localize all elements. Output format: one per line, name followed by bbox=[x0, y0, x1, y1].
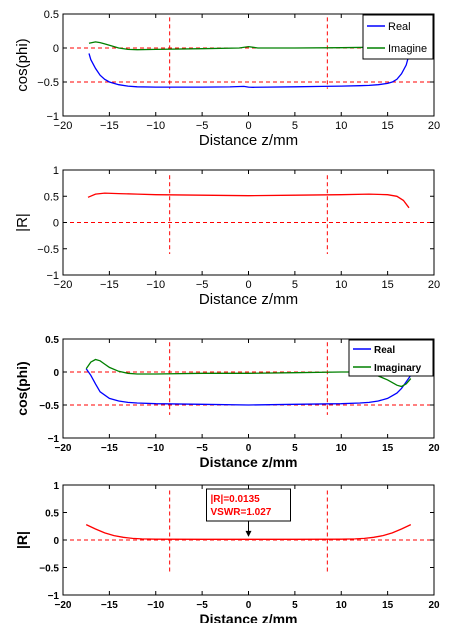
x-tick-label: 5 bbox=[292, 600, 298, 611]
series-line-imagine bbox=[88, 41, 407, 51]
series-line-imaginary bbox=[85, 358, 412, 388]
y-tick-label: 0.5 bbox=[45, 335, 59, 346]
y-tick-label: 0.5 bbox=[44, 9, 59, 21]
legend-label: Real bbox=[388, 21, 411, 33]
y-tick-label: 0.5 bbox=[45, 509, 59, 520]
x-tick-label: −10 bbox=[147, 600, 164, 611]
x-tick-label: 0 bbox=[245, 279, 251, 291]
chart-panel-3: −20 −15 −10 −5 0 5 10 15 20 −1 −0.5 0 0.5 Distance z/… bbox=[14, 335, 440, 470]
x-tick-label: −15 bbox=[101, 443, 118, 454]
series-line-real bbox=[85, 368, 412, 406]
legend-label: Imagine bbox=[388, 43, 427, 55]
y-tick-label: −1 bbox=[46, 111, 59, 123]
x-tick-label: −20 bbox=[54, 279, 73, 291]
y-tick-label: −1 bbox=[46, 270, 59, 282]
x-tick-label: −5 bbox=[196, 279, 209, 291]
x-tick-label: 15 bbox=[382, 600, 394, 611]
x-tick-label: −20 bbox=[55, 443, 72, 454]
x-tick-label: 0 bbox=[246, 600, 252, 611]
annotation-text: |R|=0.0135 bbox=[211, 494, 261, 505]
y-axis-label: |R| bbox=[14, 213, 31, 232]
x-axis-label: Distance z/mm bbox=[199, 454, 297, 470]
legend-box bbox=[362, 14, 434, 60]
legend-label: Imaginary bbox=[374, 363, 422, 374]
legend: Real Imaginary bbox=[348, 339, 434, 377]
series-line-r bbox=[87, 192, 410, 209]
x-tick-label: −15 bbox=[101, 600, 118, 611]
x-tick-label: 5 bbox=[292, 120, 298, 132]
y-tick-label: 0 bbox=[53, 536, 59, 547]
legend-label: Real bbox=[374, 345, 395, 356]
x-tick-label: 15 bbox=[382, 443, 394, 454]
y-axis-label: |R| bbox=[14, 531, 30, 549]
y-tick-label: −1 bbox=[48, 434, 60, 445]
x-tick-label: −20 bbox=[54, 120, 73, 132]
y-tick-label: 0 bbox=[53, 43, 59, 55]
x-tick-label: 0 bbox=[245, 120, 251, 132]
y-tick-label: −1 bbox=[48, 591, 60, 602]
y-axis-label: cos(phi) bbox=[14, 361, 30, 415]
y-tick-label: 1 bbox=[53, 165, 59, 177]
legend-box bbox=[348, 339, 434, 377]
x-tick-label: −5 bbox=[196, 600, 208, 611]
y-axis-label: cos(phi) bbox=[14, 38, 31, 91]
y-tick-label: −0.5 bbox=[37, 77, 59, 89]
x-tick-label: 20 bbox=[428, 600, 440, 611]
annotation-box bbox=[206, 488, 291, 522]
x-tick-label: 15 bbox=[382, 279, 394, 291]
chart-panel-4: −20 −15 −10 −5 0 5 10 15 20 −1 −0.5 0 0.5 1 Distance z… bbox=[14, 481, 440, 623]
y-tick-label: 0 bbox=[53, 368, 59, 379]
x-tick-label: 10 bbox=[336, 600, 348, 611]
y-tick-label: −0.5 bbox=[37, 244, 59, 256]
x-tick-label: 10 bbox=[335, 279, 347, 291]
y-tick-label: 0.5 bbox=[44, 191, 59, 203]
x-tick-label: 20 bbox=[428, 443, 440, 454]
x-axis-label: Distance z/mm bbox=[199, 611, 297, 623]
x-tick-label: −10 bbox=[147, 443, 164, 454]
x-tick-label: 10 bbox=[336, 443, 348, 454]
x-axis-label: Distance z/mm bbox=[199, 132, 298, 149]
x-tick-label: −15 bbox=[100, 120, 119, 132]
series-line-r bbox=[85, 524, 412, 540]
y-tick-label: −0.5 bbox=[39, 401, 59, 412]
x-tick-label: −20 bbox=[55, 600, 72, 611]
x-tick-label: 20 bbox=[428, 120, 440, 132]
annotation: |R|=0.0135 VSWR=1.027 bbox=[206, 488, 291, 537]
x-tick-label: −10 bbox=[146, 279, 165, 291]
x-tick-label: −10 bbox=[146, 120, 165, 132]
x-tick-label: −15 bbox=[100, 279, 119, 291]
x-tick-label: 5 bbox=[292, 279, 298, 291]
y-tick-label: 0 bbox=[53, 218, 59, 230]
x-tick-label: 15 bbox=[382, 120, 394, 132]
x-tick-label: 5 bbox=[292, 443, 298, 454]
y-tick-label: 1 bbox=[53, 481, 59, 492]
x-tick-label: 10 bbox=[335, 120, 347, 132]
x-tick-label: −5 bbox=[196, 120, 209, 132]
series-line-real bbox=[88, 53, 410, 88]
x-tick-label: 0 bbox=[246, 443, 252, 454]
x-tick-label: 20 bbox=[428, 279, 440, 291]
legend: Real Imagine bbox=[362, 14, 434, 60]
annotation-arrow-head bbox=[245, 530, 252, 537]
y-tick-label: −0.5 bbox=[39, 564, 59, 575]
x-tick-label: −5 bbox=[196, 443, 208, 454]
chart-panel-1: −20 −15 −10 −5 0 5 10 15 20 −1 −0.5 0 0.5 Distance z/… bbox=[14, 9, 440, 149]
annotation-text: VSWR=1.027 bbox=[211, 507, 272, 518]
chart-panel-2: −20 −15 −10 −5 0 5 10 15 20 −1 −0.5 0 0.5 1 Distance z… bbox=[14, 165, 440, 308]
x-axis-label: Distance z/mm bbox=[199, 291, 298, 308]
